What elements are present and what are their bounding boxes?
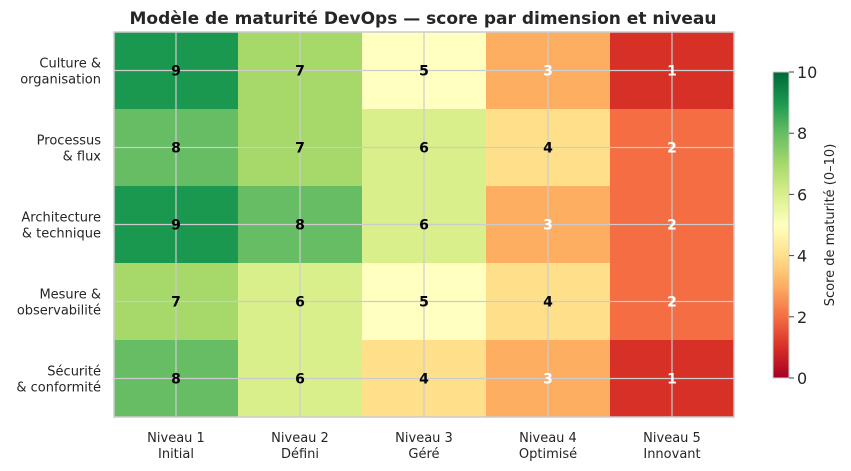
plot-frame <box>113 31 735 418</box>
chart-title: Modèle de maturité DevOps — score par di… <box>129 9 716 29</box>
row-label: Architecture & technique <box>21 211 101 242</box>
colorbar-gradient <box>772 71 790 379</box>
colorbar-tick-label: 6 <box>797 185 807 204</box>
colorbar-title: Score de maturité (0–10) <box>823 144 838 307</box>
cell-value-label: 9 <box>171 218 181 234</box>
colorbar-ticks: 0 2 4 6 8 10 <box>789 63 817 388</box>
cell-value-label: 6 <box>295 295 305 311</box>
colorbar-tick-label: 0 <box>797 369 807 388</box>
row-label: Culture & organisation <box>20 57 101 88</box>
row-labels: Culture & organisation Processus & flux Arch… <box>16 57 101 396</box>
cell-value-label: 6 <box>419 141 429 157</box>
column-label: Niveau 3 Géré <box>395 431 453 462</box>
cell-value-label: 5 <box>419 295 429 311</box>
cell-value-label: 3 <box>543 64 553 80</box>
column-label: Niveau 2 Défini <box>271 431 329 462</box>
cell-value-label: 9 <box>171 64 181 80</box>
row-label: Processus & flux <box>37 134 102 165</box>
cell-value-label: 7 <box>171 295 181 311</box>
column-label: Niveau 4 Optimisé <box>519 431 577 462</box>
row-label: Mesure & observabilité <box>17 288 101 319</box>
cell-value-label: 3 <box>543 218 553 234</box>
cell-value-label: 4 <box>543 295 553 311</box>
heatmap-cell-labels: 9 7 5 3 1 8 7 6 4 2 9 8 6 3 2 7 6 5 4 2 8 6 4 3 1 <box>171 64 677 388</box>
cell-value-label: 8 <box>295 218 305 234</box>
cell-value-label: 2 <box>667 295 677 311</box>
cell-value-label: 1 <box>667 64 677 80</box>
cell-value-label: 3 <box>543 372 553 388</box>
colorbar-tick-label: 10 <box>797 63 817 82</box>
colorbar: 0 2 4 6 8 10 Score de maturité (0–10) <box>772 63 838 388</box>
cell-value-label: 6 <box>295 372 305 388</box>
cell-value-label: 5 <box>419 64 429 80</box>
cell-value-label: 6 <box>419 218 429 234</box>
cell-value-label: 4 <box>543 141 553 157</box>
cell-value-label: 2 <box>667 218 677 234</box>
colorbar-tick-label: 8 <box>797 124 807 143</box>
cell-value-label: 1 <box>667 372 677 388</box>
column-label: Niveau 1 Initial <box>147 431 205 462</box>
cell-value-label: 2 <box>667 141 677 157</box>
heatmap-grid <box>113 31 735 418</box>
cell-value-label: 7 <box>295 141 305 157</box>
cell-value-label: 8 <box>171 141 181 157</box>
colorbar-tick-label: 2 <box>797 308 807 327</box>
colorbar-tick-label: 4 <box>797 247 807 266</box>
cell-value-label: 7 <box>295 64 305 80</box>
column-label: Niveau 5 Innovant <box>643 431 701 462</box>
row-label: Sécurité & conformité <box>16 365 101 396</box>
cell-value-label: 8 <box>171 372 181 388</box>
cell-value-label: 4 <box>419 372 429 388</box>
column-labels: Niveau 1 Initial Niveau 2 Défini Niveau 3 Gér… <box>147 431 701 462</box>
